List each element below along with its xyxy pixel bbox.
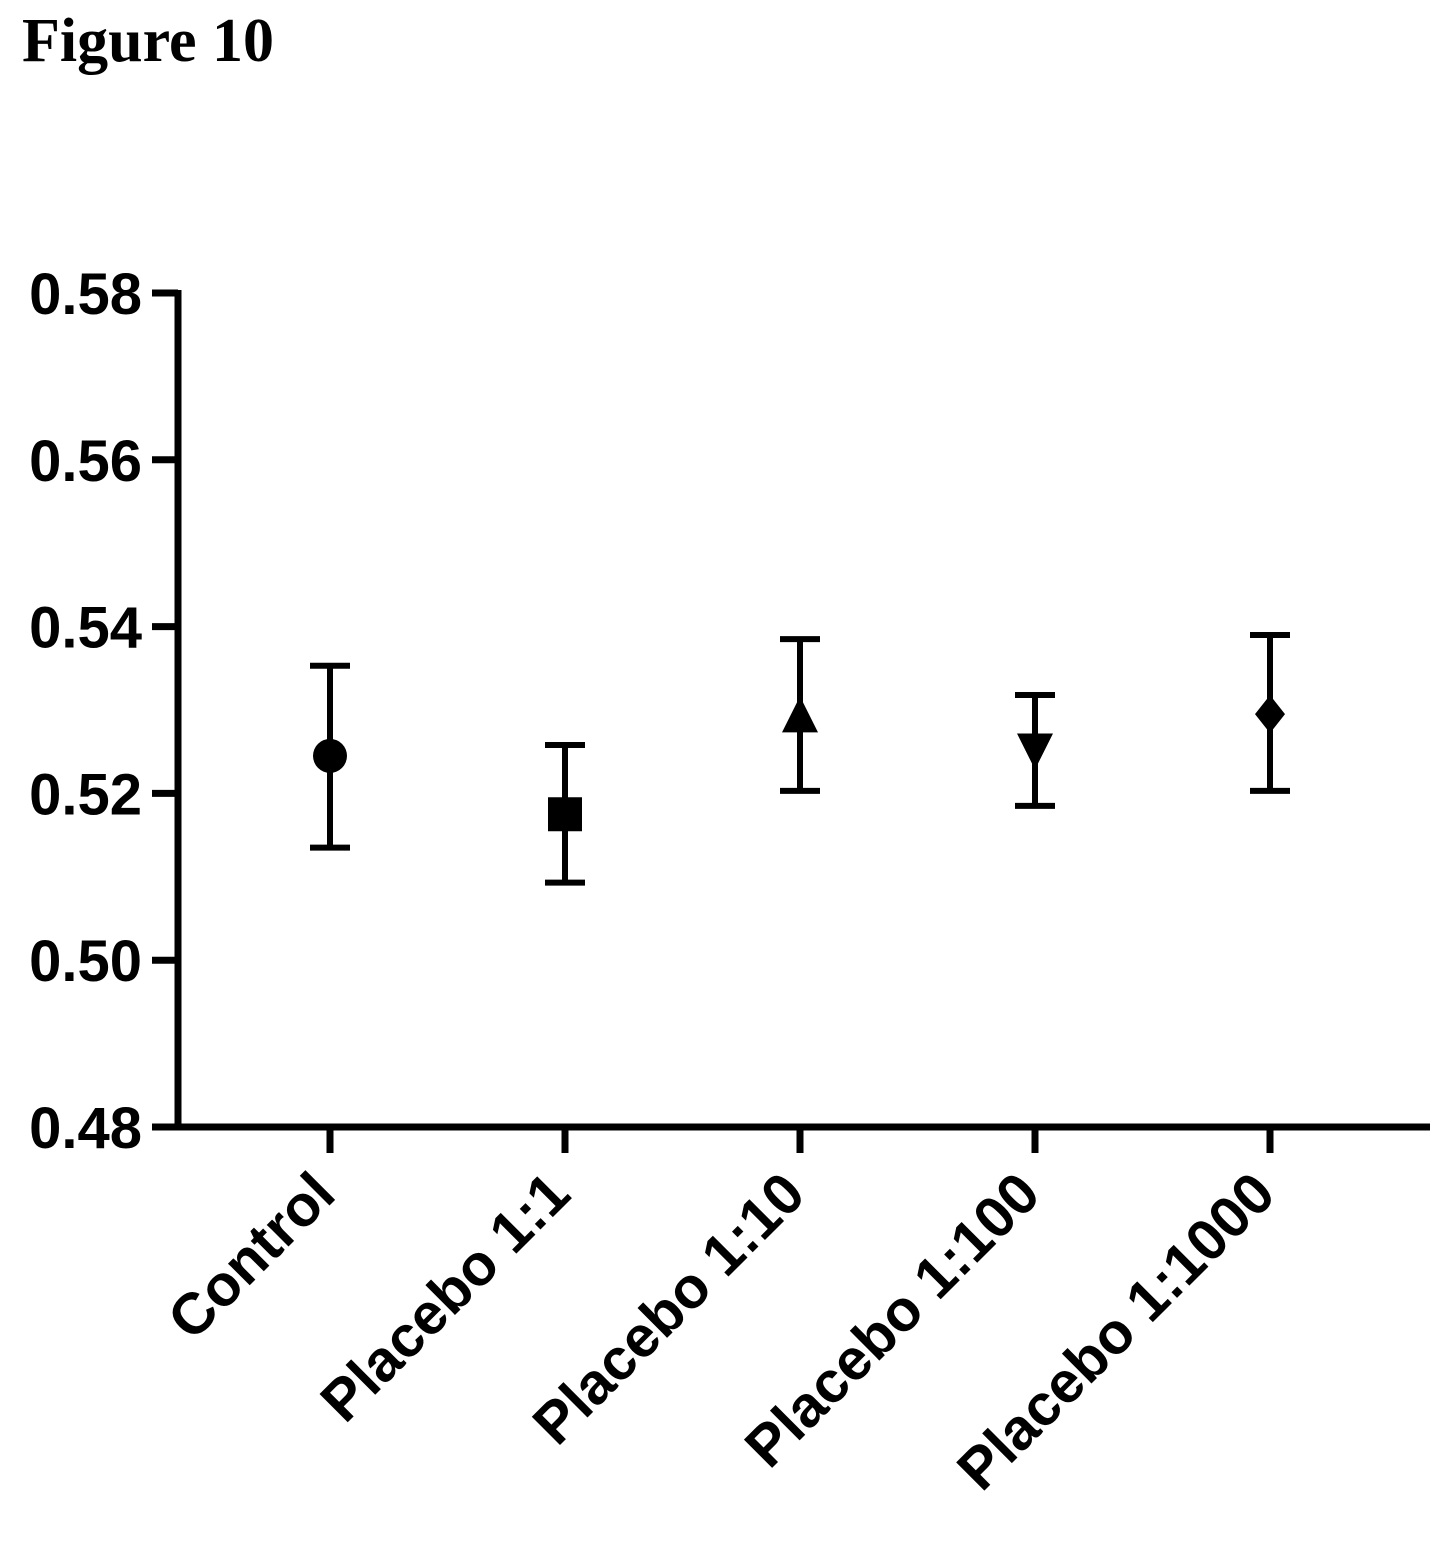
y-tick-label: 0.50 <box>29 929 142 994</box>
x-category-label: Control <box>155 1160 347 1352</box>
y-tick-label: 0.56 <box>29 429 142 494</box>
y-tick-label: 0.48 <box>29 1096 142 1161</box>
y-tick-label: 0.52 <box>29 762 142 827</box>
data-point <box>780 636 820 794</box>
y-tick-label: 0.58 <box>29 262 142 327</box>
y-tick-label: 0.54 <box>29 596 142 661</box>
marker-circle <box>313 738 347 773</box>
figure-label: Figure 10 <box>22 7 274 75</box>
y-axis-ticks: 0.48 0.50 0.52 0.54 0.56 0.58 <box>29 262 178 1161</box>
data-point <box>1015 691 1055 809</box>
data-point <box>1250 631 1290 794</box>
marker-square <box>548 797 582 832</box>
marker-diamond <box>1255 695 1285 734</box>
data-point <box>310 662 350 851</box>
data-marks <box>310 631 1290 886</box>
data-point <box>545 742 585 886</box>
marker-triangle-up <box>782 696 818 733</box>
marker-triangle-down <box>1017 733 1053 770</box>
